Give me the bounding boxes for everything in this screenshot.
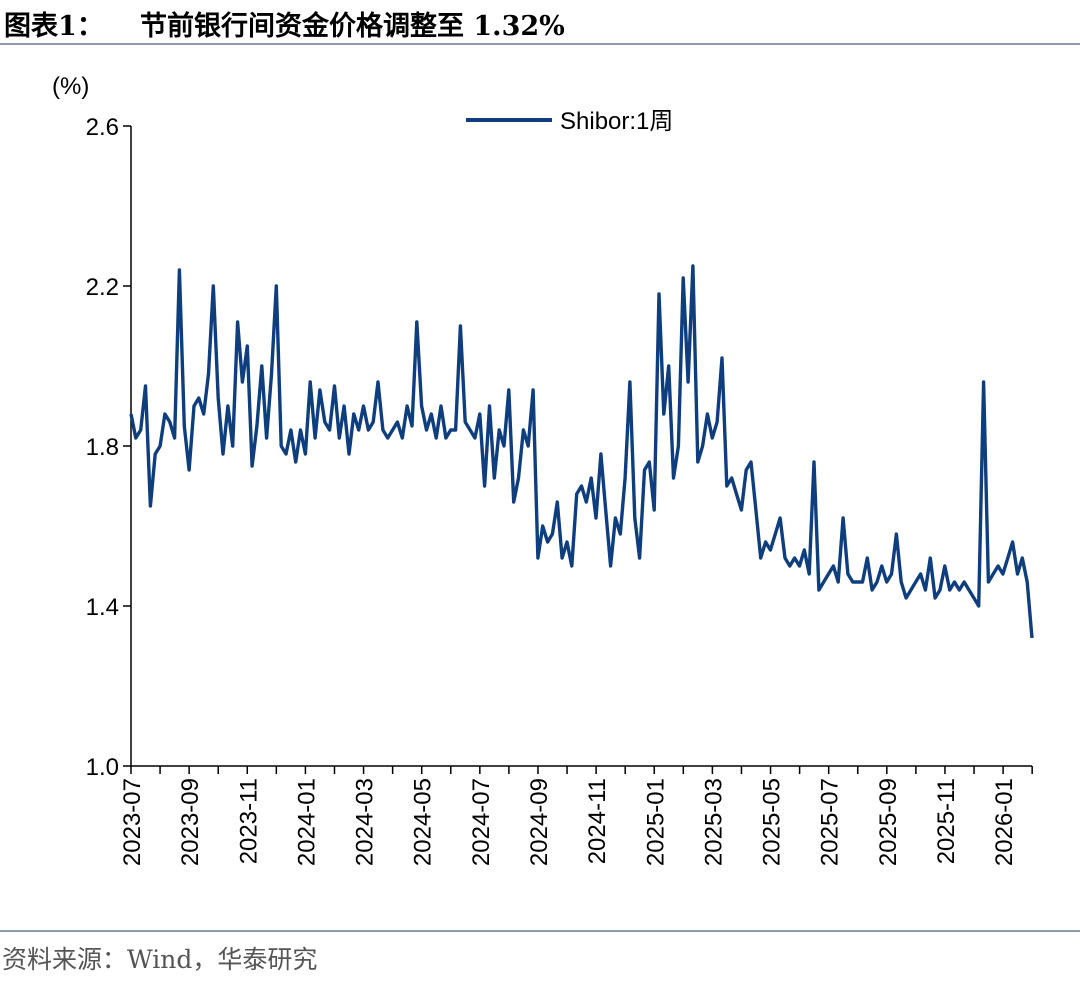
top-rule [0,43,1080,45]
x-tick-label: 2023-07 [119,778,146,866]
bottom-rule [0,930,1080,932]
x-tick-label: 2023-09 [177,778,204,866]
x-tick-label: 2024-11 [584,778,611,864]
x-axis: 2023-07 2023-09 2023-11 2024-01 2024-03 2024-… [119,765,1033,866]
y-tick-label: 1.0 [86,754,119,781]
x-tick-label: 2025-07 [817,778,844,866]
x-tick-label: 2024-05 [410,778,437,866]
figure-number: 图表1： [4,11,104,42]
line-chart: (%) Shibor:1周 1.01.41.82.22.6 2023-07 202… [52,73,1034,866]
x-tick-label: 2023-11 [235,778,262,864]
y-tick-label: 1.4 [86,594,119,621]
x-tick-label: 2024-01 [293,778,320,866]
series-line-shibor-1w [129,264,1034,639]
source-note: 资料来源：Wind，华泰研究 [2,945,318,974]
x-tick-label: 2026-01 [991,778,1018,866]
x-tick-label: 2025-03 [700,778,727,866]
y-tick-label: 1.8 [86,434,119,461]
x-tick-label: 2024-07 [468,778,495,866]
chart-legend: Shibor:1周 [466,108,673,135]
x-tick-label: 2025-01 [642,778,669,866]
y-axis: 1.0 1.4 1.8 2.2 2.6 [86,114,132,781]
x-tick-label: 2024-09 [526,778,553,866]
y-tick-label: 2.2 [86,274,119,301]
x-tick-label: 2025-09 [875,778,902,866]
figure-title: 节前银行间资金价格调整至 1.32% [140,11,565,42]
figure-header: 图表1： 节前银行间资金价格调整至 1.32% [0,0,1080,44]
x-tick-label: 2025-05 [759,778,786,866]
y-tick-label: 2.6 [86,114,119,141]
legend-label: Shibor:1周 [560,108,673,135]
x-tick-label: 2025-11 [933,778,960,864]
y-axis-unit-label: (%) [52,73,89,100]
x-tick-label: 2024-03 [352,778,379,866]
